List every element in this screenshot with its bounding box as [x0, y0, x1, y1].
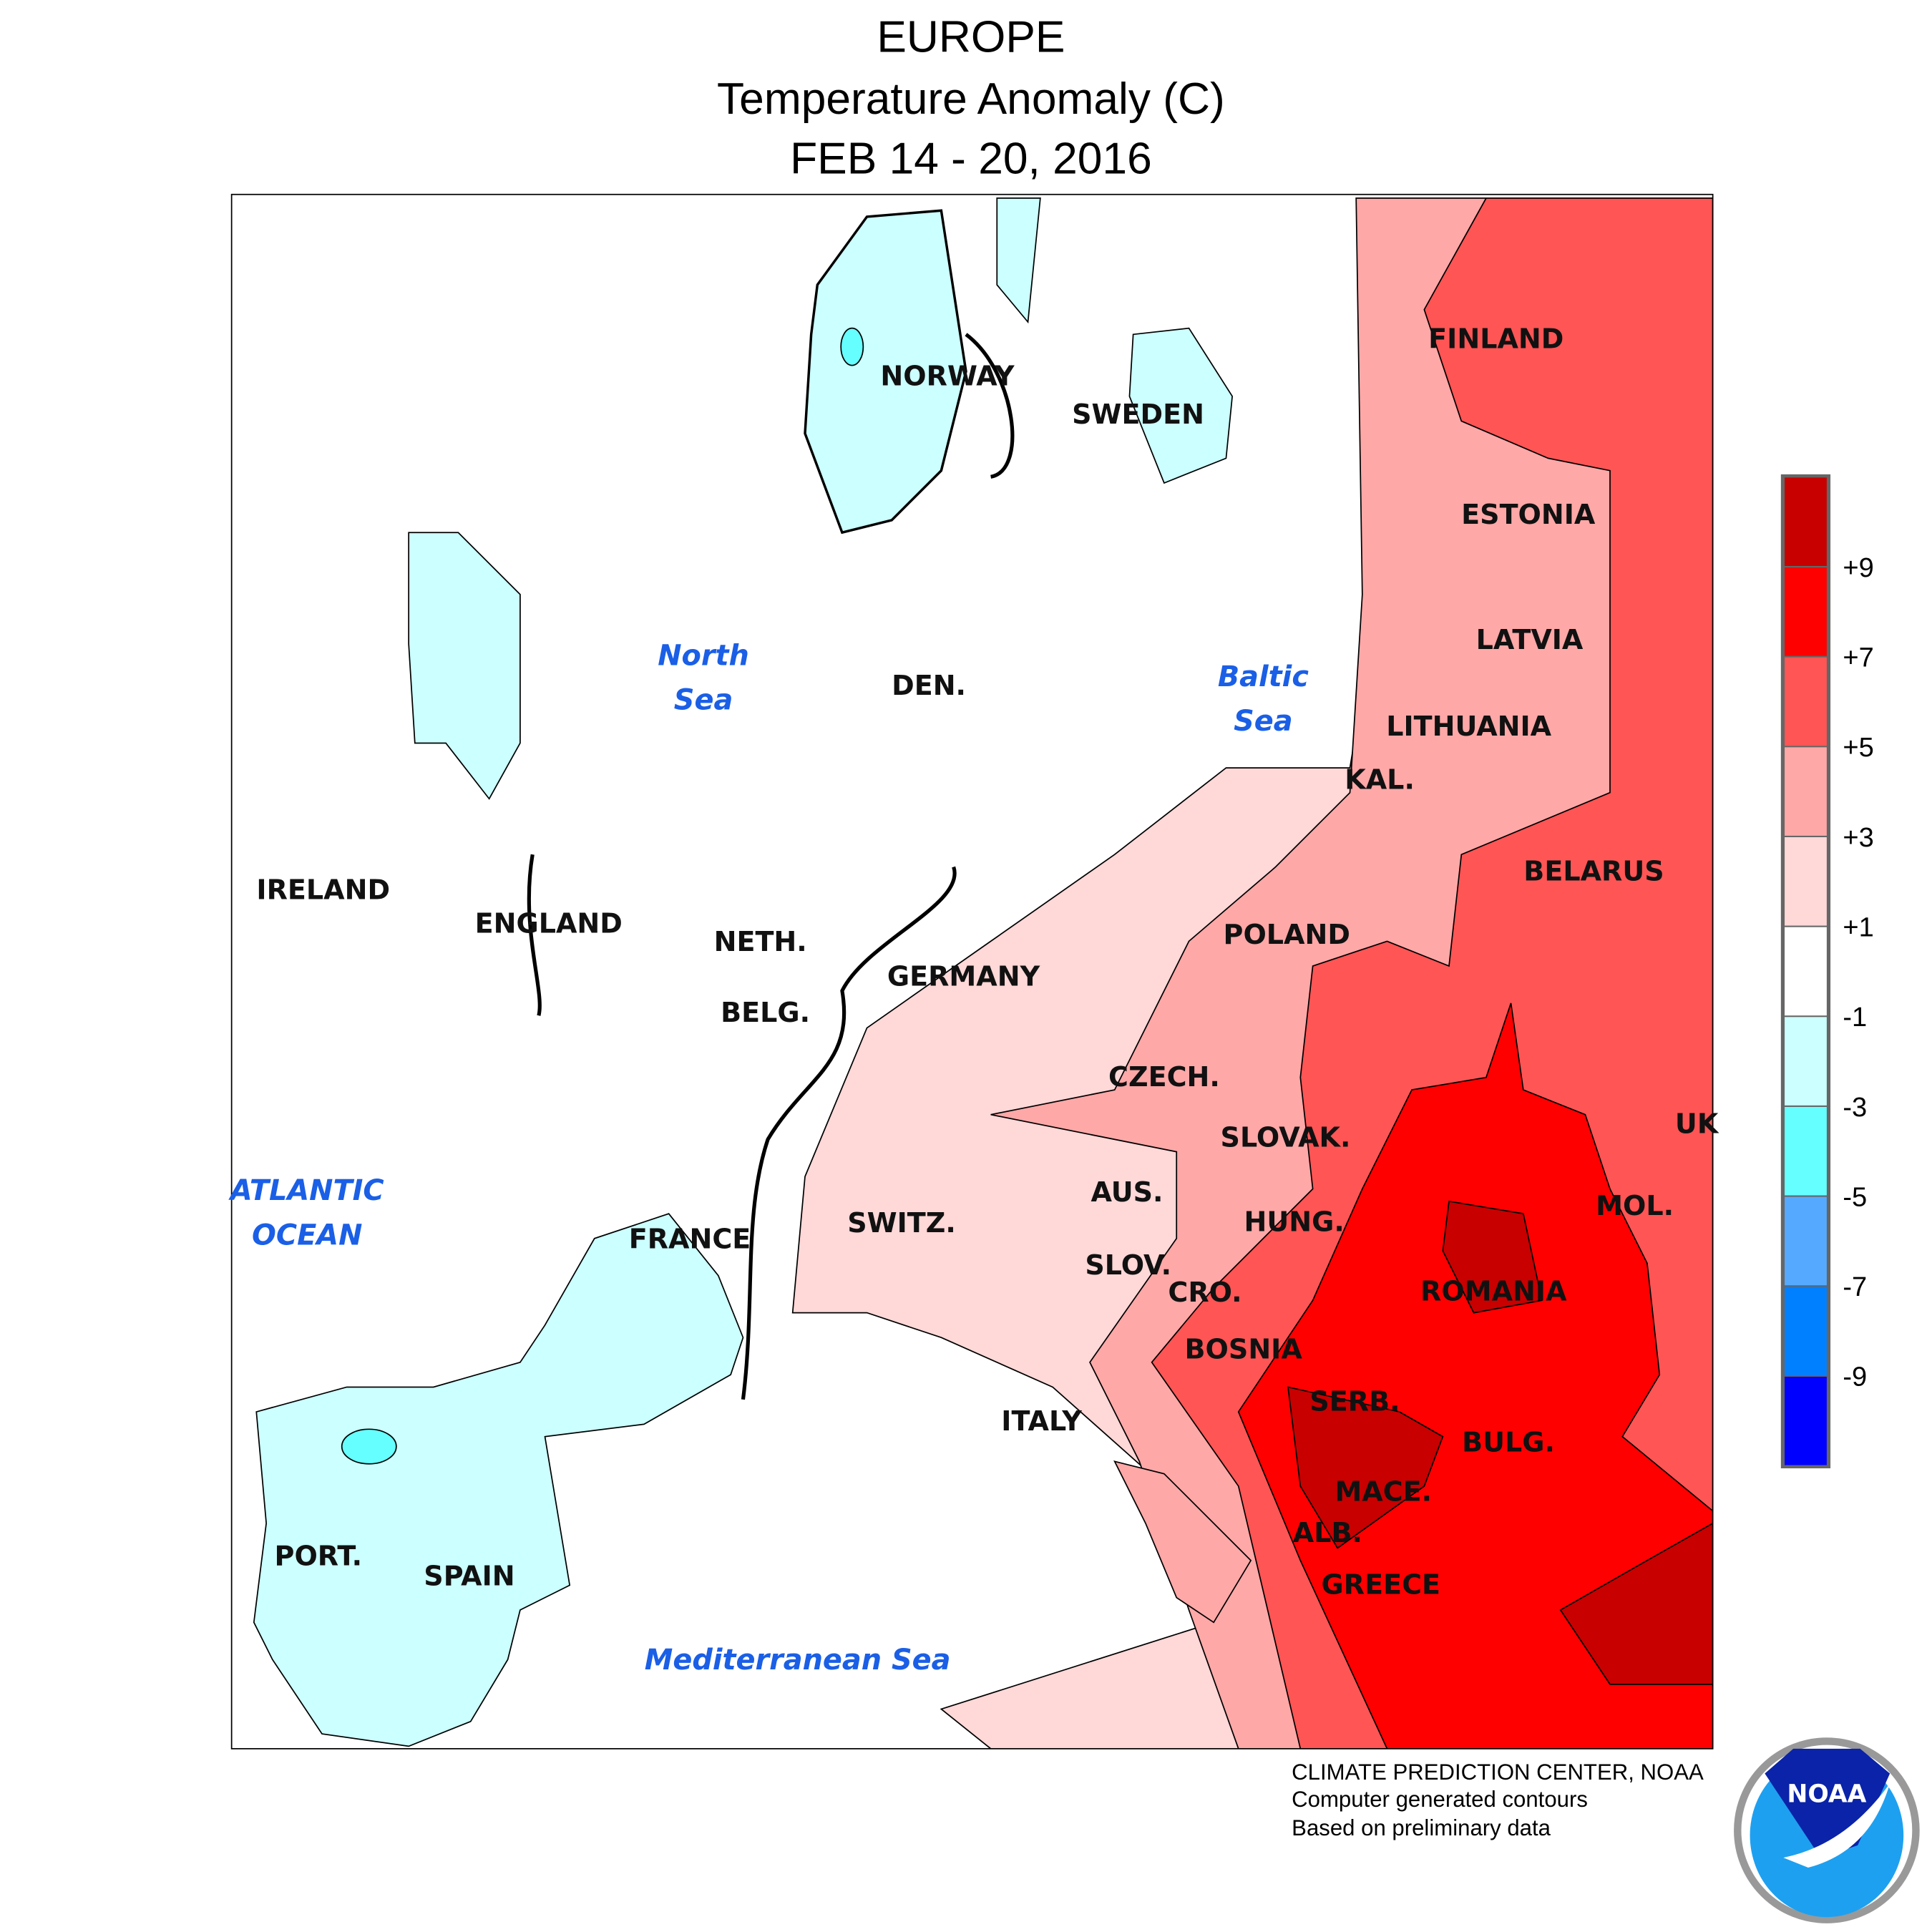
country-label: POLAND: [1224, 919, 1350, 950]
country-label: GREECE: [1322, 1569, 1440, 1601]
title-line-2: Temperature Anomaly (C): [717, 74, 1225, 124]
footer-line-3: Based on preliminary data: [1292, 1815, 1551, 1840]
country-label: BULG.: [1462, 1426, 1555, 1458]
sea-label-north-1: North: [658, 639, 749, 672]
title-line-3: FEB 14 - 20, 2016: [790, 134, 1152, 183]
region-above9-romania: [1442, 1200, 1543, 1314]
sea-label-mediterranean: Mediterranean Sea: [645, 1644, 951, 1677]
colorbar-tick-label: -7: [1843, 1272, 1867, 1302]
country-label: IRELAND: [256, 874, 390, 906]
region-minus1-3-norway: [804, 209, 967, 535]
region-minus3-5-norway: [840, 327, 864, 366]
country-label: PORT.: [275, 1541, 363, 1572]
region-plus7-9: [1237, 1002, 1713, 1749]
title-line-1: EUROPE: [877, 13, 1065, 62]
sea-label-north-2: Sea: [674, 684, 733, 717]
country-label: BOSNIA: [1185, 1334, 1303, 1365]
sea-label-atlantic-2: OCEAN: [252, 1219, 362, 1252]
country-label: ENGLAND: [475, 907, 623, 939]
region-minus1-3-scotland: [408, 532, 521, 800]
svg-text:NOAA: NOAA: [1787, 1780, 1866, 1808]
country-label: BELG.: [721, 997, 810, 1028]
country-label: ROMANIA: [1420, 1275, 1567, 1307]
country-label: SLOVAK.: [1221, 1122, 1351, 1153]
colorbar-tick-label: +3: [1843, 823, 1873, 853]
colorbar-bin: [1785, 1376, 1827, 1465]
country-label: BELARUS: [1523, 856, 1664, 887]
colorbar-bin: [1785, 927, 1827, 1016]
country-label: MOL.: [1596, 1190, 1674, 1221]
country-label: SWEDEN: [1072, 399, 1204, 430]
country-label: SPAIN: [424, 1560, 514, 1591]
country-label: NORWAY: [880, 360, 1015, 391]
country-label: HUNG.: [1244, 1206, 1344, 1237]
zero-contour: [527, 333, 1015, 1400]
region-plus3-5-italy: [1113, 1460, 1252, 1624]
colorbar-tick-label: +1: [1843, 912, 1873, 942]
sea-label-baltic-1: Baltic: [1218, 660, 1309, 693]
colorbar-tick-label: +7: [1843, 643, 1873, 673]
sea-label-atlantic-1: ATLANTIC: [228, 1174, 384, 1207]
colorbar-bin: [1785, 1017, 1827, 1106]
colorbar-bin: [1785, 477, 1827, 566]
country-label: SERB.: [1309, 1385, 1400, 1417]
country-label: ALB.: [1293, 1517, 1362, 1548]
country-label: GERMANY: [887, 961, 1040, 992]
country-label: SWITZ.: [847, 1207, 956, 1239]
country-label: UK: [1675, 1108, 1719, 1140]
map-area: [231, 194, 1713, 1749]
country-label: ITALY: [1001, 1405, 1082, 1437]
colorbar-tick-label: -3: [1843, 1093, 1867, 1123]
country-label: DEN.: [892, 670, 966, 701]
colorbar-bin: [1785, 837, 1827, 926]
colorbar-tick-label: +9: [1843, 553, 1873, 583]
colorbar-tick-label: -9: [1843, 1362, 1867, 1392]
footer-line-2: Computer generated contours: [1292, 1787, 1588, 1812]
country-label: MACE.: [1335, 1476, 1432, 1508]
country-label: ESTONIA: [1461, 499, 1596, 530]
colorbar-bin: [1785, 657, 1827, 746]
region-minus1-3-iberia: [253, 1213, 744, 1747]
country-label: SLOV.: [1085, 1249, 1171, 1281]
region-minus1-3-north: [996, 197, 1041, 324]
region-minus1-3-sweden: [1128, 327, 1234, 484]
noaa-logo: NOAA: [1734, 1737, 1920, 1923]
colorbar: +9 +7 +5 +3 +1 -1 -3 -5 -7 -9: [1780, 474, 1874, 1468]
colorbar-tick-label: -1: [1843, 1002, 1867, 1033]
footer-line-1: CLIMATE PREDICTION CENTER, NOAA: [1292, 1760, 1704, 1785]
colorbar-tick-label: +5: [1843, 733, 1873, 763]
colorbar-bin: [1785, 1287, 1827, 1375]
country-labels: FINLAND NORWAY SWEDEN ESTONIA LATVIA LITHUANI…: [256, 323, 1719, 1600]
colorbar-bin: [1785, 1196, 1827, 1286]
map-frame: [230, 193, 1714, 1750]
region-above9-serbia: [1287, 1386, 1444, 1549]
colorbar-tick-label: -5: [1843, 1182, 1867, 1212]
colorbar-bin: [1785, 567, 1827, 656]
colorbar-bin: [1785, 747, 1827, 836]
country-label: CRO.: [1168, 1277, 1241, 1308]
country-label: CZECH.: [1108, 1061, 1220, 1093]
country-label: AUS.: [1091, 1176, 1163, 1208]
country-label: LITHUANIA: [1386, 711, 1551, 742]
colorbar-bin: [1785, 1106, 1827, 1196]
country-label: NETH.: [714, 926, 807, 957]
country-label: FINLAND: [1428, 323, 1563, 354]
country-label: KAL.: [1345, 764, 1415, 796]
country-label: LATVIA: [1476, 624, 1584, 655]
region-above9-turkey: [1559, 1522, 1713, 1685]
sea-label-baltic-2: Sea: [1234, 705, 1293, 738]
country-label: FRANCE: [629, 1224, 751, 1255]
region-minus3-5-spain: [341, 1428, 397, 1465]
